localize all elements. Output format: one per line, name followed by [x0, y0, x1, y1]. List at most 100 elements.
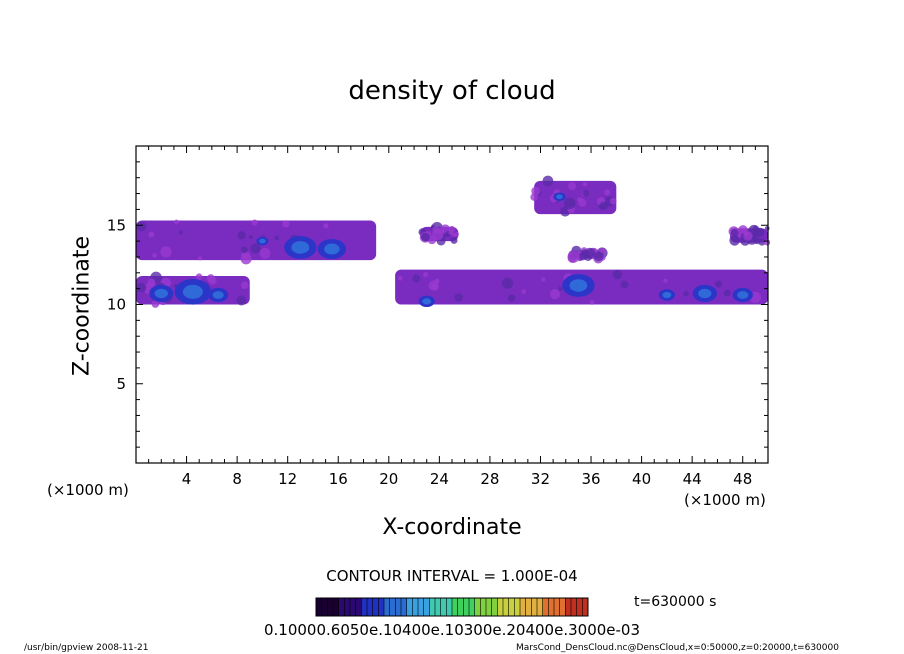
x-tick-label: 12 — [278, 470, 297, 488]
cloud-speckle — [198, 256, 203, 261]
cloud-speckle — [764, 226, 770, 231]
x-axis-label: X-coordinate — [382, 515, 522, 540]
cloud-speckle — [250, 243, 261, 254]
cloud-speckle — [174, 219, 179, 225]
colorbar — [315, 597, 589, 617]
cloud-region-right-lower-band — [395, 269, 768, 308]
cloud-speckle — [752, 225, 759, 232]
cloud-speckle — [151, 300, 160, 308]
cloud-speckle — [683, 290, 689, 297]
cloud-region-right-top-patch — [530, 175, 617, 217]
chart-title: density of cloud — [348, 76, 556, 106]
cloud-speckle — [501, 277, 514, 289]
cloud-speckle — [323, 223, 329, 229]
cloud-core-inner — [324, 243, 340, 255]
cloud-speckle — [604, 189, 611, 196]
y-tick-label: 15 — [107, 216, 126, 234]
cloud-speckle — [137, 221, 147, 232]
contour-interval: CONTOUR INTERVAL = 1.000E-04 — [326, 567, 578, 585]
cloud-region-far-right-upper — [728, 224, 771, 246]
cloud-speckle — [589, 300, 595, 305]
cloud-core-inner — [291, 241, 310, 254]
cloud-speckle — [531, 186, 541, 196]
cloud-core-inner — [182, 284, 203, 299]
cloud-speckle — [582, 190, 590, 197]
cloud-core-inner — [737, 291, 749, 299]
cloud-speckle — [450, 236, 458, 244]
cloud-speckle — [558, 286, 563, 291]
y-axis-label: Z-coordinate — [69, 236, 95, 376]
footer-right: MarsCond_DensCloud.nc@DensCloud,x=0:5000… — [516, 643, 839, 653]
cloud-speckle — [240, 253, 252, 265]
x-tick-label: 44 — [683, 470, 702, 488]
cloud-speckle — [549, 289, 561, 300]
cloud-speckle — [152, 253, 157, 258]
cloud-speckle — [663, 278, 668, 283]
cloud-speckle — [582, 181, 588, 187]
x-tick-label: 24 — [430, 470, 449, 488]
x-tick-label: 40 — [632, 470, 651, 488]
cloud-region-body — [534, 180, 617, 215]
cloud-core-inner — [259, 238, 266, 244]
cloud-speckle — [567, 250, 580, 263]
cloud-speckle — [568, 182, 577, 191]
cloud-speckle — [541, 277, 546, 282]
cloud-speckle — [178, 230, 183, 235]
cloud-speckle — [737, 233, 742, 238]
x-tick-label: 16 — [329, 470, 348, 488]
cloud-speckle — [620, 280, 629, 289]
cloud-region-central-upper-patch — [418, 222, 459, 246]
cloud-speckle — [397, 275, 403, 281]
x-tick-label: 28 — [480, 470, 499, 488]
cloud-speckle — [578, 198, 587, 207]
cloud-speckle — [147, 278, 156, 287]
cloud-speckle — [428, 280, 439, 291]
cloud-speckle — [208, 276, 217, 285]
cloud-core-inner — [698, 288, 712, 299]
cloud-speckle — [593, 251, 604, 262]
cloud-speckle — [422, 272, 429, 278]
cloud-core-inner — [569, 279, 588, 292]
cloud-region-body — [136, 220, 377, 261]
density-field — [136, 175, 771, 308]
x-tick-label: 20 — [379, 470, 398, 488]
cloud-speckle — [282, 220, 290, 228]
cloud-speckle — [412, 274, 421, 283]
cloud-speckle — [421, 232, 430, 242]
cloud-core-inner — [154, 288, 168, 299]
cloud-speckle — [563, 197, 576, 210]
cloud-speckle — [743, 231, 753, 241]
cloud-speckle — [236, 295, 247, 306]
cloud-speckle — [241, 246, 248, 254]
cloud-speckle — [715, 280, 723, 288]
y-tick-label: 10 — [107, 296, 126, 314]
cloud-speckle — [160, 246, 172, 258]
cloud-speckle — [612, 269, 622, 280]
cloud-speckle — [251, 219, 258, 226]
cloud-speckle — [237, 231, 246, 240]
cloud-core-inner — [422, 298, 432, 305]
y-tick-label: 5 — [116, 375, 126, 393]
cloud-speckle — [584, 247, 596, 259]
cloud-speckle — [274, 235, 280, 241]
cloud-speckle — [542, 175, 554, 187]
cloud-region-left-lower-band — [136, 271, 250, 308]
cloud-speckle — [729, 235, 740, 246]
cloud-speckle — [148, 231, 155, 238]
cloud-speckle — [195, 273, 203, 280]
cloud-core-inner — [212, 291, 224, 299]
x-unit-right: (×1000 m) — [684, 491, 766, 509]
footer-left: /usr/bin/gpview 2008-11-21 — [24, 643, 149, 653]
x-tick-label: 4 — [182, 470, 192, 488]
cloud-core-inner — [556, 194, 563, 200]
cloud-region-left-upper-band — [136, 219, 377, 265]
x-unit-left: (×1000 m) — [47, 481, 129, 499]
cloud-core-inner — [662, 291, 672, 299]
cloud-speckle — [730, 229, 739, 237]
x-tick-label: 48 — [733, 470, 752, 488]
cloud-speckle — [723, 289, 731, 297]
cloud-speckle — [240, 281, 249, 289]
cloud-speckle — [451, 232, 457, 238]
